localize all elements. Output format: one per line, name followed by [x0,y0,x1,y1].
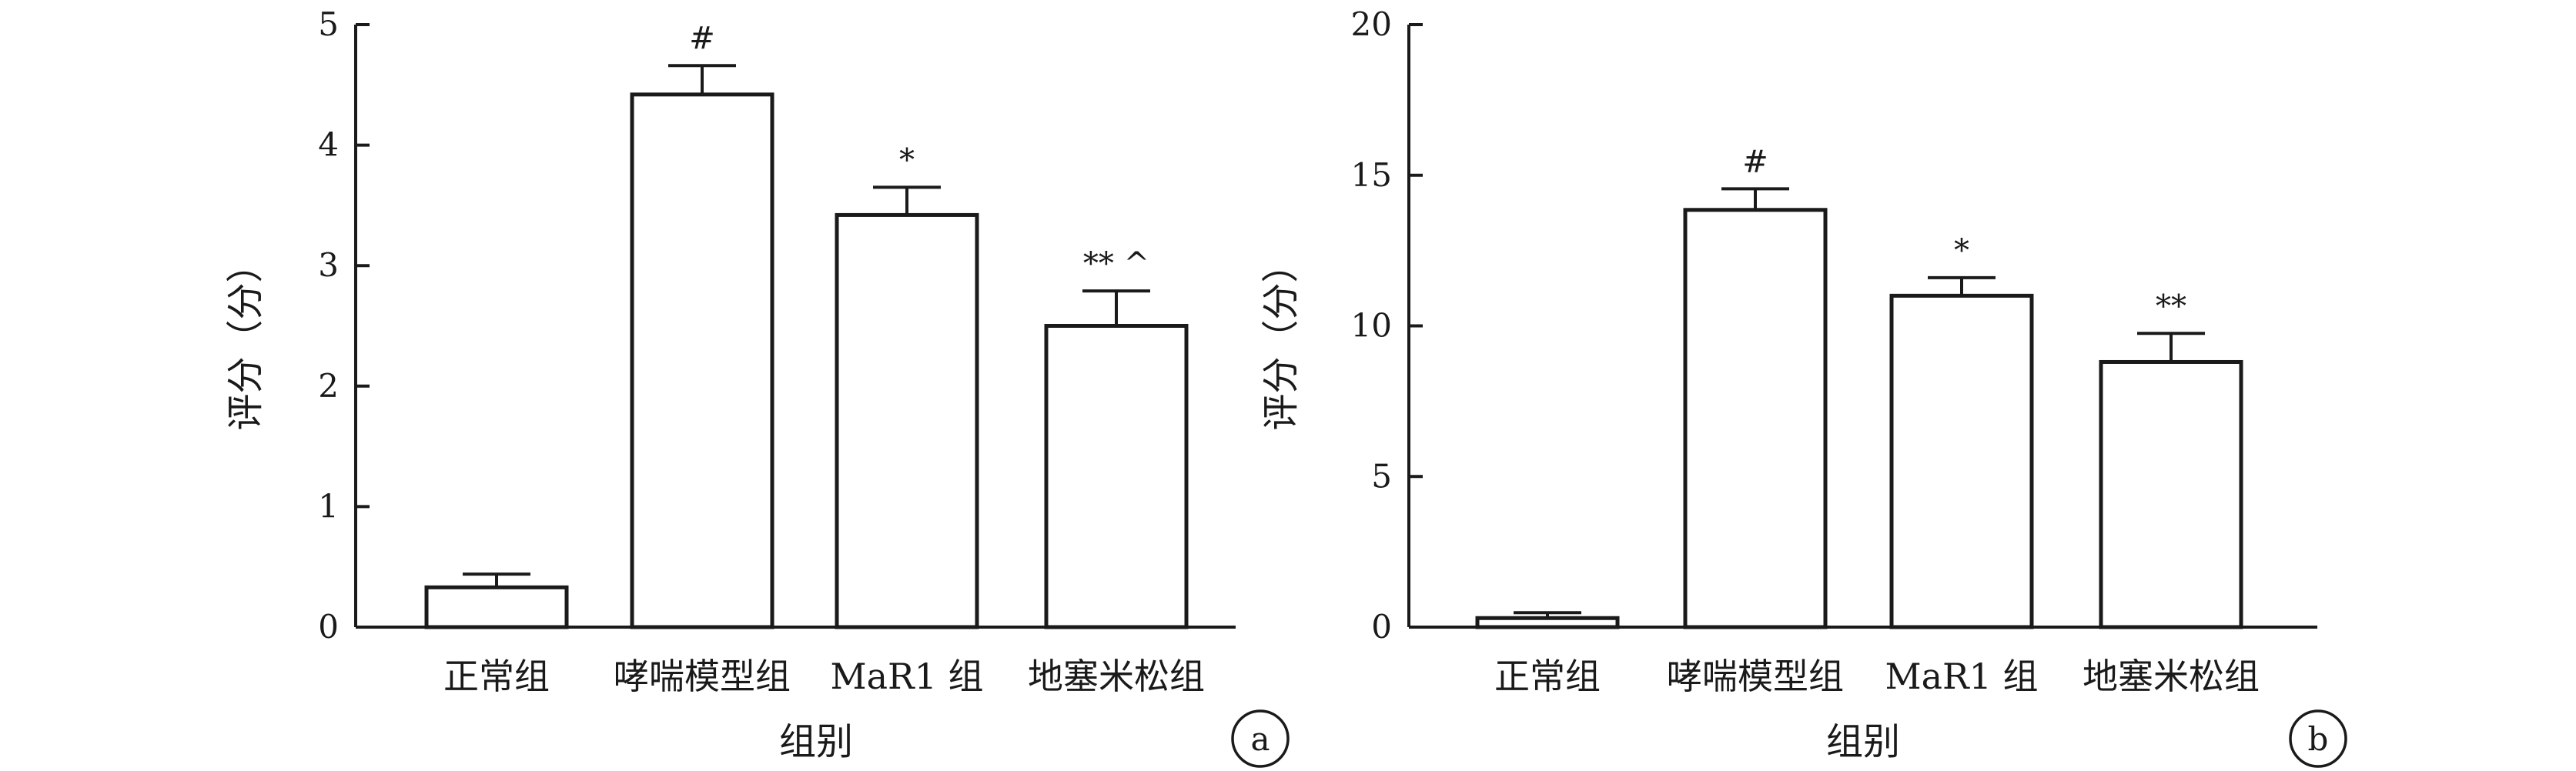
y-tick-label: 20 [1351,5,1392,43]
bar [1683,208,1828,629]
significance-label: * [1954,233,1969,269]
category-label: 正常组 [443,656,550,697]
category-label: 正常组 [1494,656,1601,697]
category-label: 哮喘模型组 [1667,656,1844,697]
y-tick-label: 5 [318,5,339,43]
y-tick-label: 3 [318,246,339,284]
category-label: 哮喘模型组 [614,656,791,697]
y-tick-label: 15 [1351,156,1392,194]
y-tick-label: 0 [1371,608,1392,646]
y-tick-label: 4 [318,126,339,164]
panel-label: a [1250,720,1270,758]
panel-label-circle [1231,709,1290,768]
bar [424,585,569,629]
x-axis-title: 组别 [1826,720,1900,763]
category-label: 地塞米松组 [2083,656,2260,697]
bar [2099,359,2243,629]
bar [1044,324,1189,629]
category-label: MaR1 组 [1885,656,2038,697]
bar [630,92,774,629]
bar [1475,616,1620,629]
significance-label: # [689,21,715,56]
y-tick-label: 1 [318,487,339,525]
significance-label: ** [2156,289,2186,324]
panel-label-circle [2289,709,2347,768]
category-label: MaR1 组 [830,656,983,697]
bar [835,212,979,629]
y-axis-title: 评分（分） [1260,245,1303,430]
x-axis-title: 组别 [779,720,853,763]
significance-label: # [1742,144,1768,179]
bar [1889,293,2034,629]
y-tick-label: 10 [1351,307,1392,345]
category-label: 地塞米松组 [1028,656,1205,697]
significance-label: * [899,142,915,178]
y-axis-title: 评分（分） [224,245,267,430]
panel-label: b [2308,720,2329,758]
y-tick-label: 5 [1371,457,1392,495]
significance-label: ** ^ [1083,246,1149,282]
y-tick-label: 0 [318,608,339,646]
y-tick-label: 2 [318,367,339,405]
